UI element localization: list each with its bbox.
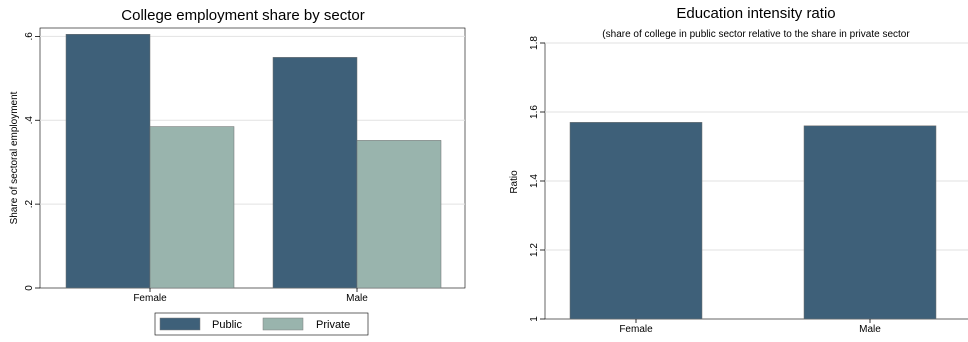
y-tick-label: 1.6	[529, 105, 540, 119]
legend-swatch-private	[262, 317, 304, 331]
chart-left-legend: Public Private	[154, 312, 369, 336]
bar-female-ratio	[569, 122, 703, 320]
legend-swatch-public	[159, 317, 201, 331]
bar-male-public	[272, 57, 358, 289]
y-tick-label: 1.2	[529, 243, 540, 257]
bar-female-public	[65, 34, 151, 289]
chart-right-y-axis-label: Ratio	[509, 170, 520, 194]
bar-male-private	[356, 140, 442, 289]
y-tick-label: 1.4	[529, 174, 540, 188]
x-tick-label-female: Female	[619, 324, 653, 335]
y-tick-label: 1	[529, 316, 540, 322]
x-tick-label-male: Male	[859, 324, 881, 335]
chart-right: Education intensity ratio (share of coll…	[509, 5, 968, 335]
bar-female-private	[149, 126, 235, 289]
chart-right-title: Education intensity ratio	[676, 5, 835, 22]
x-tick-label-female: Female	[133, 293, 167, 304]
y-tick-label: .6	[24, 32, 35, 41]
y-tick-label: .4	[24, 116, 35, 125]
y-tick-label: 0	[24, 285, 35, 291]
legend-label-private: Private	[316, 319, 350, 331]
chart-left: College employment share by sector 0 .2 .4…	[9, 7, 466, 336]
chart-left-y-axis-label: Share of sectoral employment	[9, 91, 20, 224]
legend-label-public: Public	[212, 319, 242, 331]
legend-box	[154, 312, 369, 336]
y-tick-label: 1.8	[529, 36, 540, 50]
bar-male-ratio	[803, 125, 937, 320]
chart-left-title: College employment share by sector	[121, 7, 364, 24]
x-tick-label-male: Male	[346, 293, 368, 304]
chart-right-subtitle: (share of college in public sector relat…	[602, 29, 910, 40]
y-tick-label: .2	[24, 200, 35, 209]
